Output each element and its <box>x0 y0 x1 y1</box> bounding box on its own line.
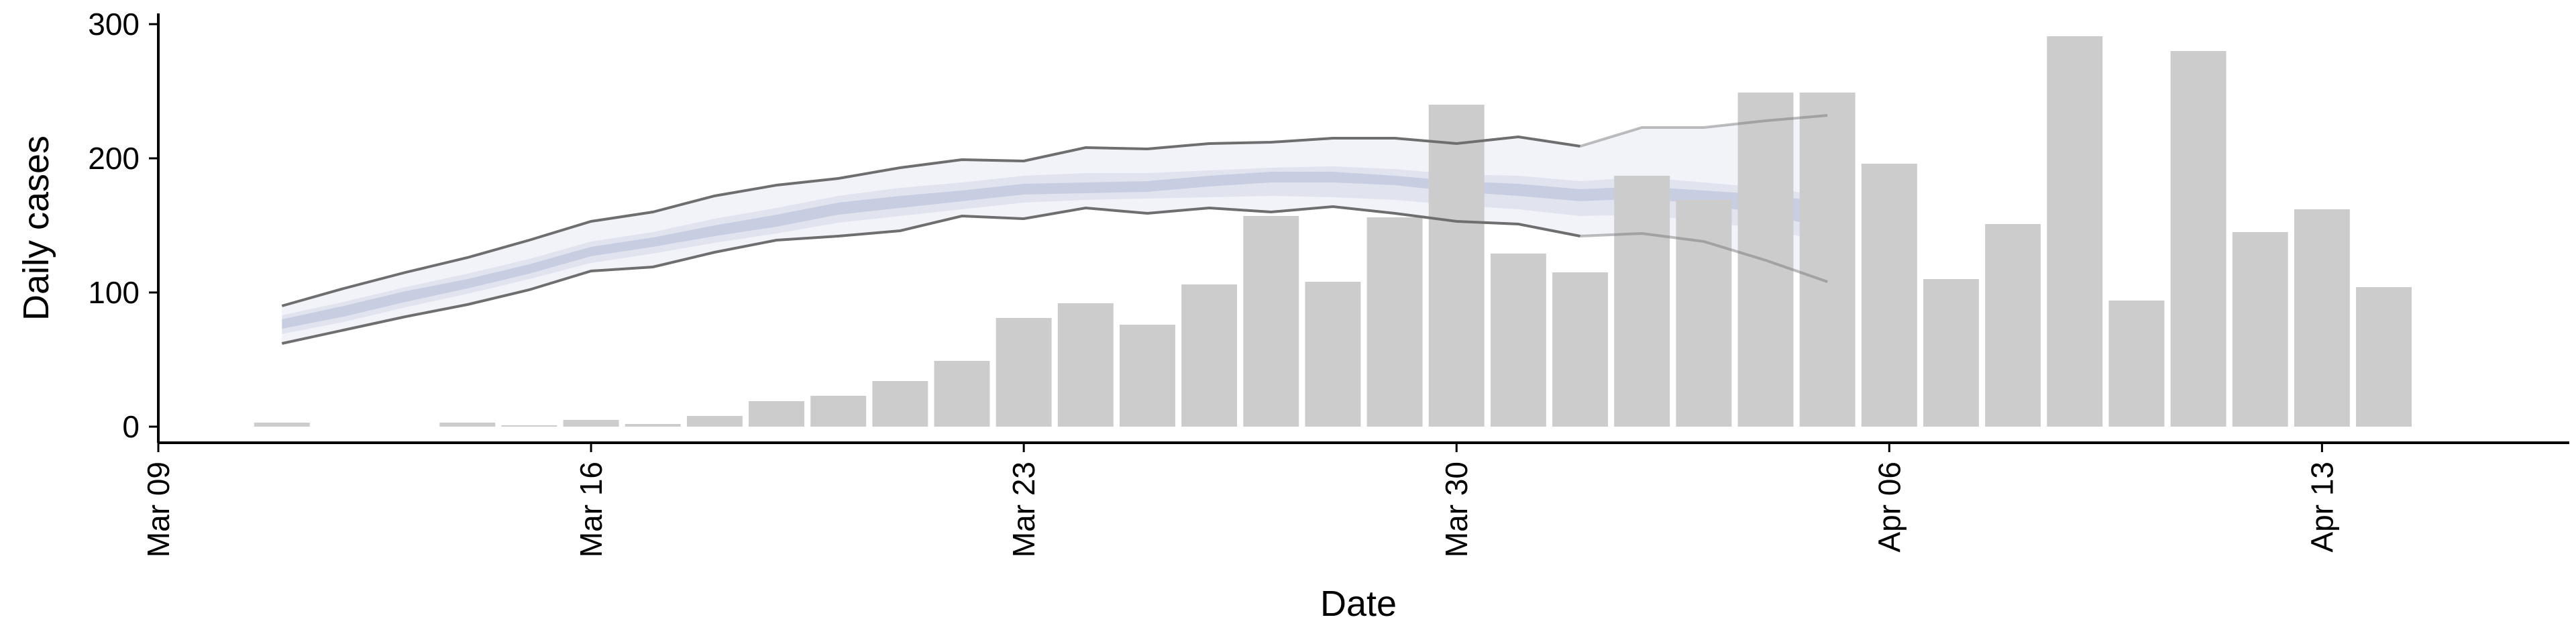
x-tick-label: Mar 23 <box>1006 462 1041 557</box>
bar <box>1057 303 1114 427</box>
band-upper-line-faded <box>1579 114 1828 148</box>
y-tick-label: 300 <box>88 7 140 42</box>
y-tick-label: 100 <box>88 275 140 310</box>
bar <box>1985 224 2041 427</box>
bar <box>1490 254 1546 427</box>
bar <box>1366 217 1423 427</box>
bar <box>2108 301 2165 427</box>
bar <box>996 318 1052 427</box>
bar <box>439 423 496 427</box>
bar <box>2232 232 2288 427</box>
bar <box>1305 282 1361 427</box>
y-tick-label: 200 <box>88 141 140 176</box>
axes-layer: 0 100 200 300 Mar 09 Mar 16 Mar 23 Mar 30 Apr 06… <box>88 7 2569 557</box>
x-tick-label: Mar 09 <box>141 462 176 557</box>
y-axis-title: Daily cases <box>16 136 56 321</box>
bar <box>563 420 619 427</box>
inner-interval-band <box>282 172 1828 329</box>
bar <box>1676 200 1732 427</box>
x-axis-title: Date <box>1320 584 1397 624</box>
bar <box>1119 325 1175 427</box>
bar <box>2356 287 2412 427</box>
bars-layer <box>254 36 2412 427</box>
x-tick-label: Mar 30 <box>1439 462 1474 557</box>
bar <box>1552 272 1609 427</box>
middle-interval-band <box>282 166 1828 334</box>
bar <box>625 424 681 427</box>
bar <box>254 423 310 427</box>
bar <box>1923 279 1979 427</box>
bar <box>934 361 990 427</box>
x-tick-label: Mar 16 <box>574 462 608 557</box>
bar <box>1181 284 1238 427</box>
bar <box>686 416 743 427</box>
y-tick-label: 0 <box>122 409 140 444</box>
bar <box>1428 105 1485 427</box>
band-lower-line <box>281 205 1580 345</box>
bar <box>1799 93 1856 427</box>
bar <box>2170 51 2226 427</box>
bar <box>2294 209 2350 427</box>
band-lines-layer <box>281 114 1828 345</box>
bar <box>501 425 557 427</box>
x-tick-label: Apr 13 <box>2304 462 2339 553</box>
x-tick-label: Apr 06 <box>1872 462 1907 553</box>
bar <box>1737 93 1794 427</box>
band-upper-line <box>281 135 1580 307</box>
bar <box>810 396 867 427</box>
band-lower-line-faded <box>1580 231 1828 283</box>
bar <box>749 401 805 427</box>
bar <box>872 381 928 427</box>
bar <box>2047 36 2103 427</box>
bar <box>1243 216 1299 427</box>
bar <box>1614 176 1670 427</box>
bar <box>1861 164 1917 427</box>
